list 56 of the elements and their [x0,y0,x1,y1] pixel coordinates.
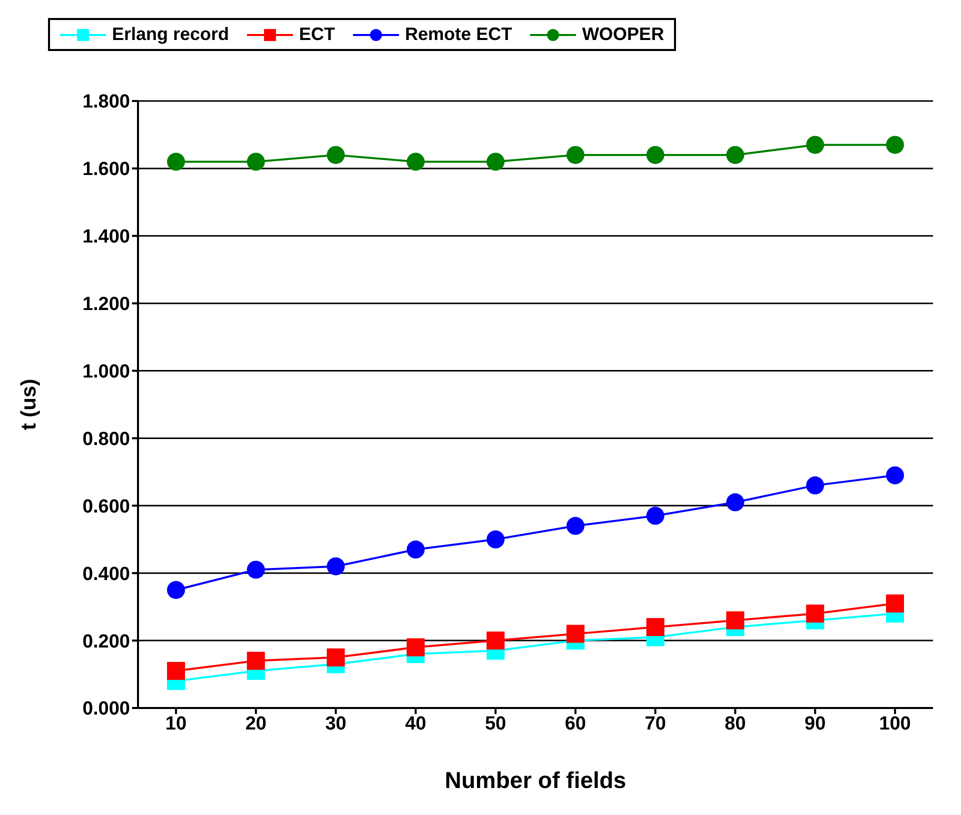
x-tick-label: 70 [644,713,666,734]
point [326,557,345,576]
point [246,652,265,670]
point [886,594,904,612]
point [326,648,345,666]
y-axis-title: t (us) [17,378,40,430]
y-tick-label: 1.600 [82,159,130,180]
point [406,638,425,656]
point [326,146,345,164]
y-tick-label: 1.200 [82,294,130,316]
x-tick-label: 100 [879,713,911,734]
point [566,624,584,643]
point [726,493,744,512]
x-tick-label: 30 [325,713,346,734]
point [406,152,425,171]
x-axis-title: Number of fields [444,767,626,793]
x-tick-label: 20 [245,713,266,734]
point [806,136,824,154]
y-tick-label: 1.000 [82,362,130,383]
point [486,530,505,548]
y-tick-label: 0.000 [82,698,130,720]
y-tick-label: 1.400 [82,226,130,248]
legend-label: Remote ECT [404,24,512,45]
point [646,618,664,636]
y-tick-label: 0.600 [82,496,130,518]
x-tick-label: 60 [564,713,586,734]
point [167,662,185,680]
point [246,152,265,171]
point [486,632,505,650]
x-tick-label: 50 [484,713,506,734]
point [566,516,584,535]
x-tick-label: 90 [804,713,826,734]
point [406,540,425,559]
legend-label: WOOPER [581,24,664,45]
point [486,152,505,171]
x-tick-label: 40 [405,713,426,734]
point [646,146,664,164]
point [806,476,824,494]
x-tick-label: 10 [165,713,187,734]
point [726,146,744,164]
y-tick-label: 0.400 [82,564,130,585]
point [806,604,824,623]
point [246,560,265,579]
y-tick-label: 0.800 [82,428,130,450]
legend-label: Erlang record [111,24,230,45]
point [167,152,185,171]
point [167,580,185,599]
x-tick-label: 80 [724,713,746,734]
legend-label: ECT [298,24,336,45]
y-tick-label: 1.800 [82,92,130,113]
y-tick-label: 0.200 [82,631,130,652]
point [646,506,664,525]
point [726,611,744,630]
point [886,136,904,154]
point [566,146,584,164]
point [886,466,904,484]
